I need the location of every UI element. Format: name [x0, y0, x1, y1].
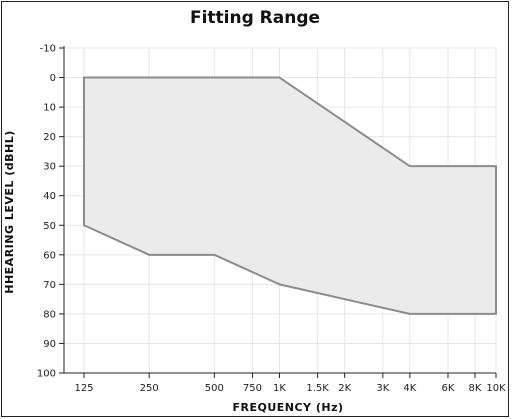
x-tick-label: 750 — [243, 383, 262, 394]
y-tick-label: 80 — [43, 309, 56, 320]
x-tick-label: 10K — [486, 383, 506, 394]
x-tick-label: 6K — [442, 383, 455, 394]
y-tick-label: 60 — [43, 250, 56, 261]
x-tick-label: 1K — [273, 383, 286, 394]
x-tick-label: 125 — [74, 383, 93, 394]
y-tick-label: 30 — [43, 162, 56, 173]
x-tick-label: 4K — [403, 383, 416, 394]
y-tick-labels: -10 0 10 20 30 40 50 60 70 80 90 100 — [37, 44, 56, 380]
x-tick-label: 500 — [205, 383, 224, 394]
x-tick-labels: 125 250 500 750 1K 1.5K 2K 3K 4K 6K 8K 10K — [74, 383, 506, 394]
y-tick-label: 10 — [43, 103, 56, 114]
y-axis-label: HHEARING LEVEL (dBHL) — [3, 130, 16, 294]
y-tick-label: 50 — [43, 221, 56, 232]
y-tick-label: 20 — [43, 132, 56, 143]
axes — [59, 46, 497, 378]
fitting-range-area — [83, 76, 497, 315]
y-tick-label: 40 — [43, 191, 56, 202]
x-tick-label: 8K — [469, 383, 482, 394]
x-axis-label: FREQUENCY (Hz) — [232, 401, 343, 414]
y-tick-label: -10 — [40, 44, 56, 55]
y-tick-label: 0 — [50, 73, 56, 84]
x-tick-label: 2K — [338, 383, 351, 394]
fitting-range-polygon — [83, 76, 497, 315]
y-tick-label: 70 — [43, 280, 56, 291]
y-tick-label: 90 — [43, 339, 56, 350]
x-tick-label: 3K — [376, 383, 389, 394]
x-tick-label: 1.5K — [306, 383, 329, 394]
x-tick-label: 250 — [140, 383, 159, 394]
y-tick-label: 100 — [37, 369, 56, 380]
chart-title: Fitting Range — [189, 8, 321, 28]
